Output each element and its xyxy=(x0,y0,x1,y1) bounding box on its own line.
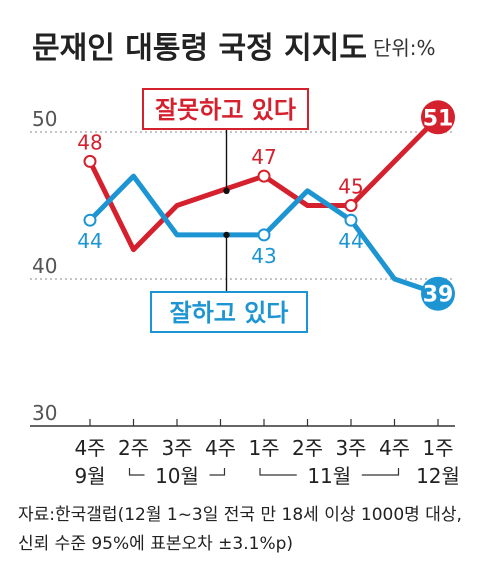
legend-label: 잘못하고 있다 xyxy=(155,96,296,124)
legend-leader-dot xyxy=(223,231,230,239)
x-tick-label: 4주 xyxy=(379,436,410,460)
data-label: 51 xyxy=(423,106,454,131)
x-tick-label: 3주 xyxy=(161,436,192,460)
gridlines xyxy=(30,131,455,427)
data-point-marker xyxy=(344,199,358,212)
x-tick-label: 2주 xyxy=(118,436,149,460)
data-labels: 48 47 45 51 44 43 44 39 xyxy=(77,106,453,307)
legend-box xyxy=(142,88,309,130)
data-point-marker xyxy=(83,213,97,227)
end-point-marker xyxy=(421,276,455,311)
month-label: 10월 xyxy=(155,464,199,488)
source-line-1: 자료:한국갤럽(12월 1~3일 전국 만 18세 이상 1000명 대상, xyxy=(18,505,462,525)
end-point-marker xyxy=(421,100,455,135)
x-tick-label: 1주 xyxy=(422,436,453,460)
data-label: 45 xyxy=(338,175,363,199)
series-points xyxy=(83,100,455,311)
data-point-marker xyxy=(83,154,97,168)
data-label: 43 xyxy=(251,244,276,268)
legend-box xyxy=(150,291,308,333)
month-label: 11월 xyxy=(307,464,351,488)
data-label: 48 xyxy=(77,130,102,154)
unit-label: 단위:% xyxy=(373,36,436,60)
chart-title: 문재인 대통령 국정 지지도 xyxy=(32,31,367,66)
data-label: 44 xyxy=(77,229,102,253)
data-label: 44 xyxy=(338,229,363,253)
x-tick-label: 4주 xyxy=(74,436,105,460)
source-line-2: 신뢰 수준 95%에 표본오차 ±3.1%p) xyxy=(18,534,293,554)
x-axis: 4주 2주 3주 4주 1주 2주 3주 4주 1주 9월 10월 11월 12월 xyxy=(74,419,460,488)
y-tick-label-50: 50 xyxy=(32,107,57,131)
month-label: 12월 xyxy=(416,464,460,488)
data-point-marker xyxy=(257,228,271,242)
x-tick-label: 3주 xyxy=(335,436,366,460)
data-point-marker xyxy=(257,169,271,183)
y-tick-label-40: 40 xyxy=(32,254,57,278)
month-label: 9월 xyxy=(74,464,105,488)
data-label: 47 xyxy=(251,145,276,169)
legend-label: 잘하고 있다 xyxy=(170,299,289,327)
x-tick-label: 2주 xyxy=(292,436,323,460)
x-tick-label: 1주 xyxy=(248,436,279,460)
month-bracket-gap xyxy=(144,471,210,481)
y-tick-label-30: 30 xyxy=(32,401,57,425)
data-label: 39 xyxy=(423,283,454,308)
x-tick-label: 4주 xyxy=(205,436,236,460)
y-axis-ticks: 30 40 50 xyxy=(32,107,57,425)
data-point-marker xyxy=(344,213,358,227)
month-bracket-gap xyxy=(296,471,362,481)
legend-leader-dot xyxy=(223,187,230,194)
